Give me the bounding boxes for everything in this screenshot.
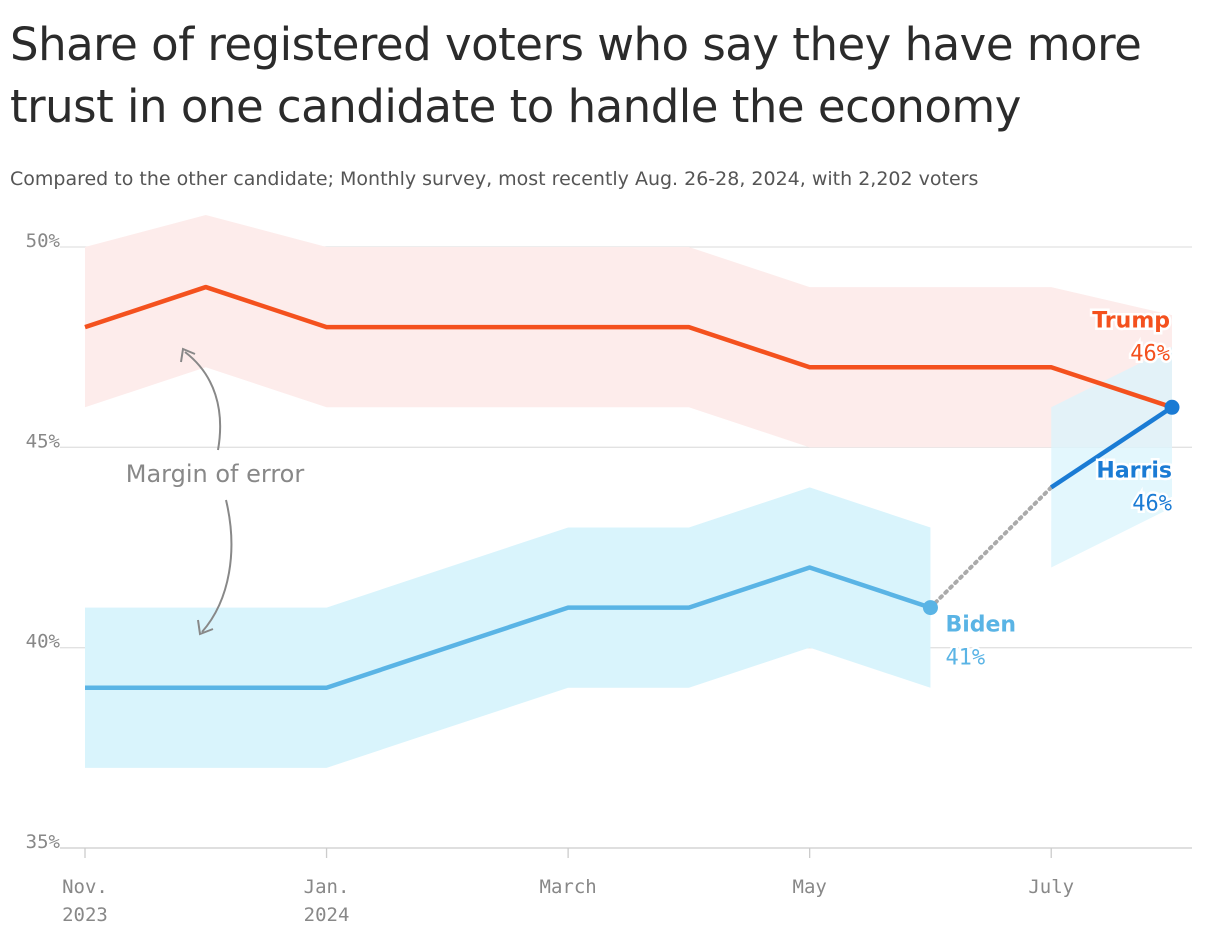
- x-tick-label-line: Jan.: [304, 876, 350, 898]
- error-band: [85, 214, 1172, 448]
- value-label: 46%: [1130, 341, 1170, 366]
- value-label: 46%: [1132, 491, 1172, 516]
- connector: [928, 485, 1054, 610]
- annotation-arrowhead: [197, 619, 214, 636]
- end-dot: [922, 600, 938, 616]
- x-tick-label-line: Nov.: [62, 876, 108, 898]
- x-tick-label-line: 2024: [304, 904, 350, 926]
- series-label: Biden: [945, 613, 1016, 638]
- annotation-arrowhead: [180, 347, 196, 363]
- chart-title: Share of registered voters who say they …: [10, 18, 1142, 133]
- annotation-arrow: [184, 351, 222, 451]
- x-tick-label: Nov. 2023: [62, 876, 108, 926]
- y-tick-label: 45%: [26, 430, 61, 452]
- series-line: [84, 284, 1173, 410]
- series-line: [1049, 405, 1174, 490]
- end-dot: [1164, 399, 1180, 415]
- annotation: Margin of error: [126, 460, 305, 488]
- series-line: [85, 565, 932, 690]
- y-tick-label: 35%: [26, 831, 61, 853]
- y-tick-label: 50%: [26, 230, 61, 252]
- chart-subtitle: Compared to the other candidate; Monthly…: [10, 168, 979, 190]
- annotation-arrow: [201, 499, 233, 633]
- x-tick-label: July: [1028, 876, 1074, 898]
- x-tick-label: Jan. 2024: [304, 876, 350, 926]
- error-band: [1051, 347, 1172, 568]
- series-label: Harris: [1096, 458, 1172, 483]
- series-label: Trump: [1092, 308, 1170, 333]
- y-tick-label: 40%: [26, 631, 61, 653]
- x-tick-label: March: [540, 876, 597, 898]
- x-tick-label-line: 2023: [62, 904, 108, 926]
- x-tick-label: May: [793, 876, 827, 898]
- value-label: 41%: [945, 646, 985, 671]
